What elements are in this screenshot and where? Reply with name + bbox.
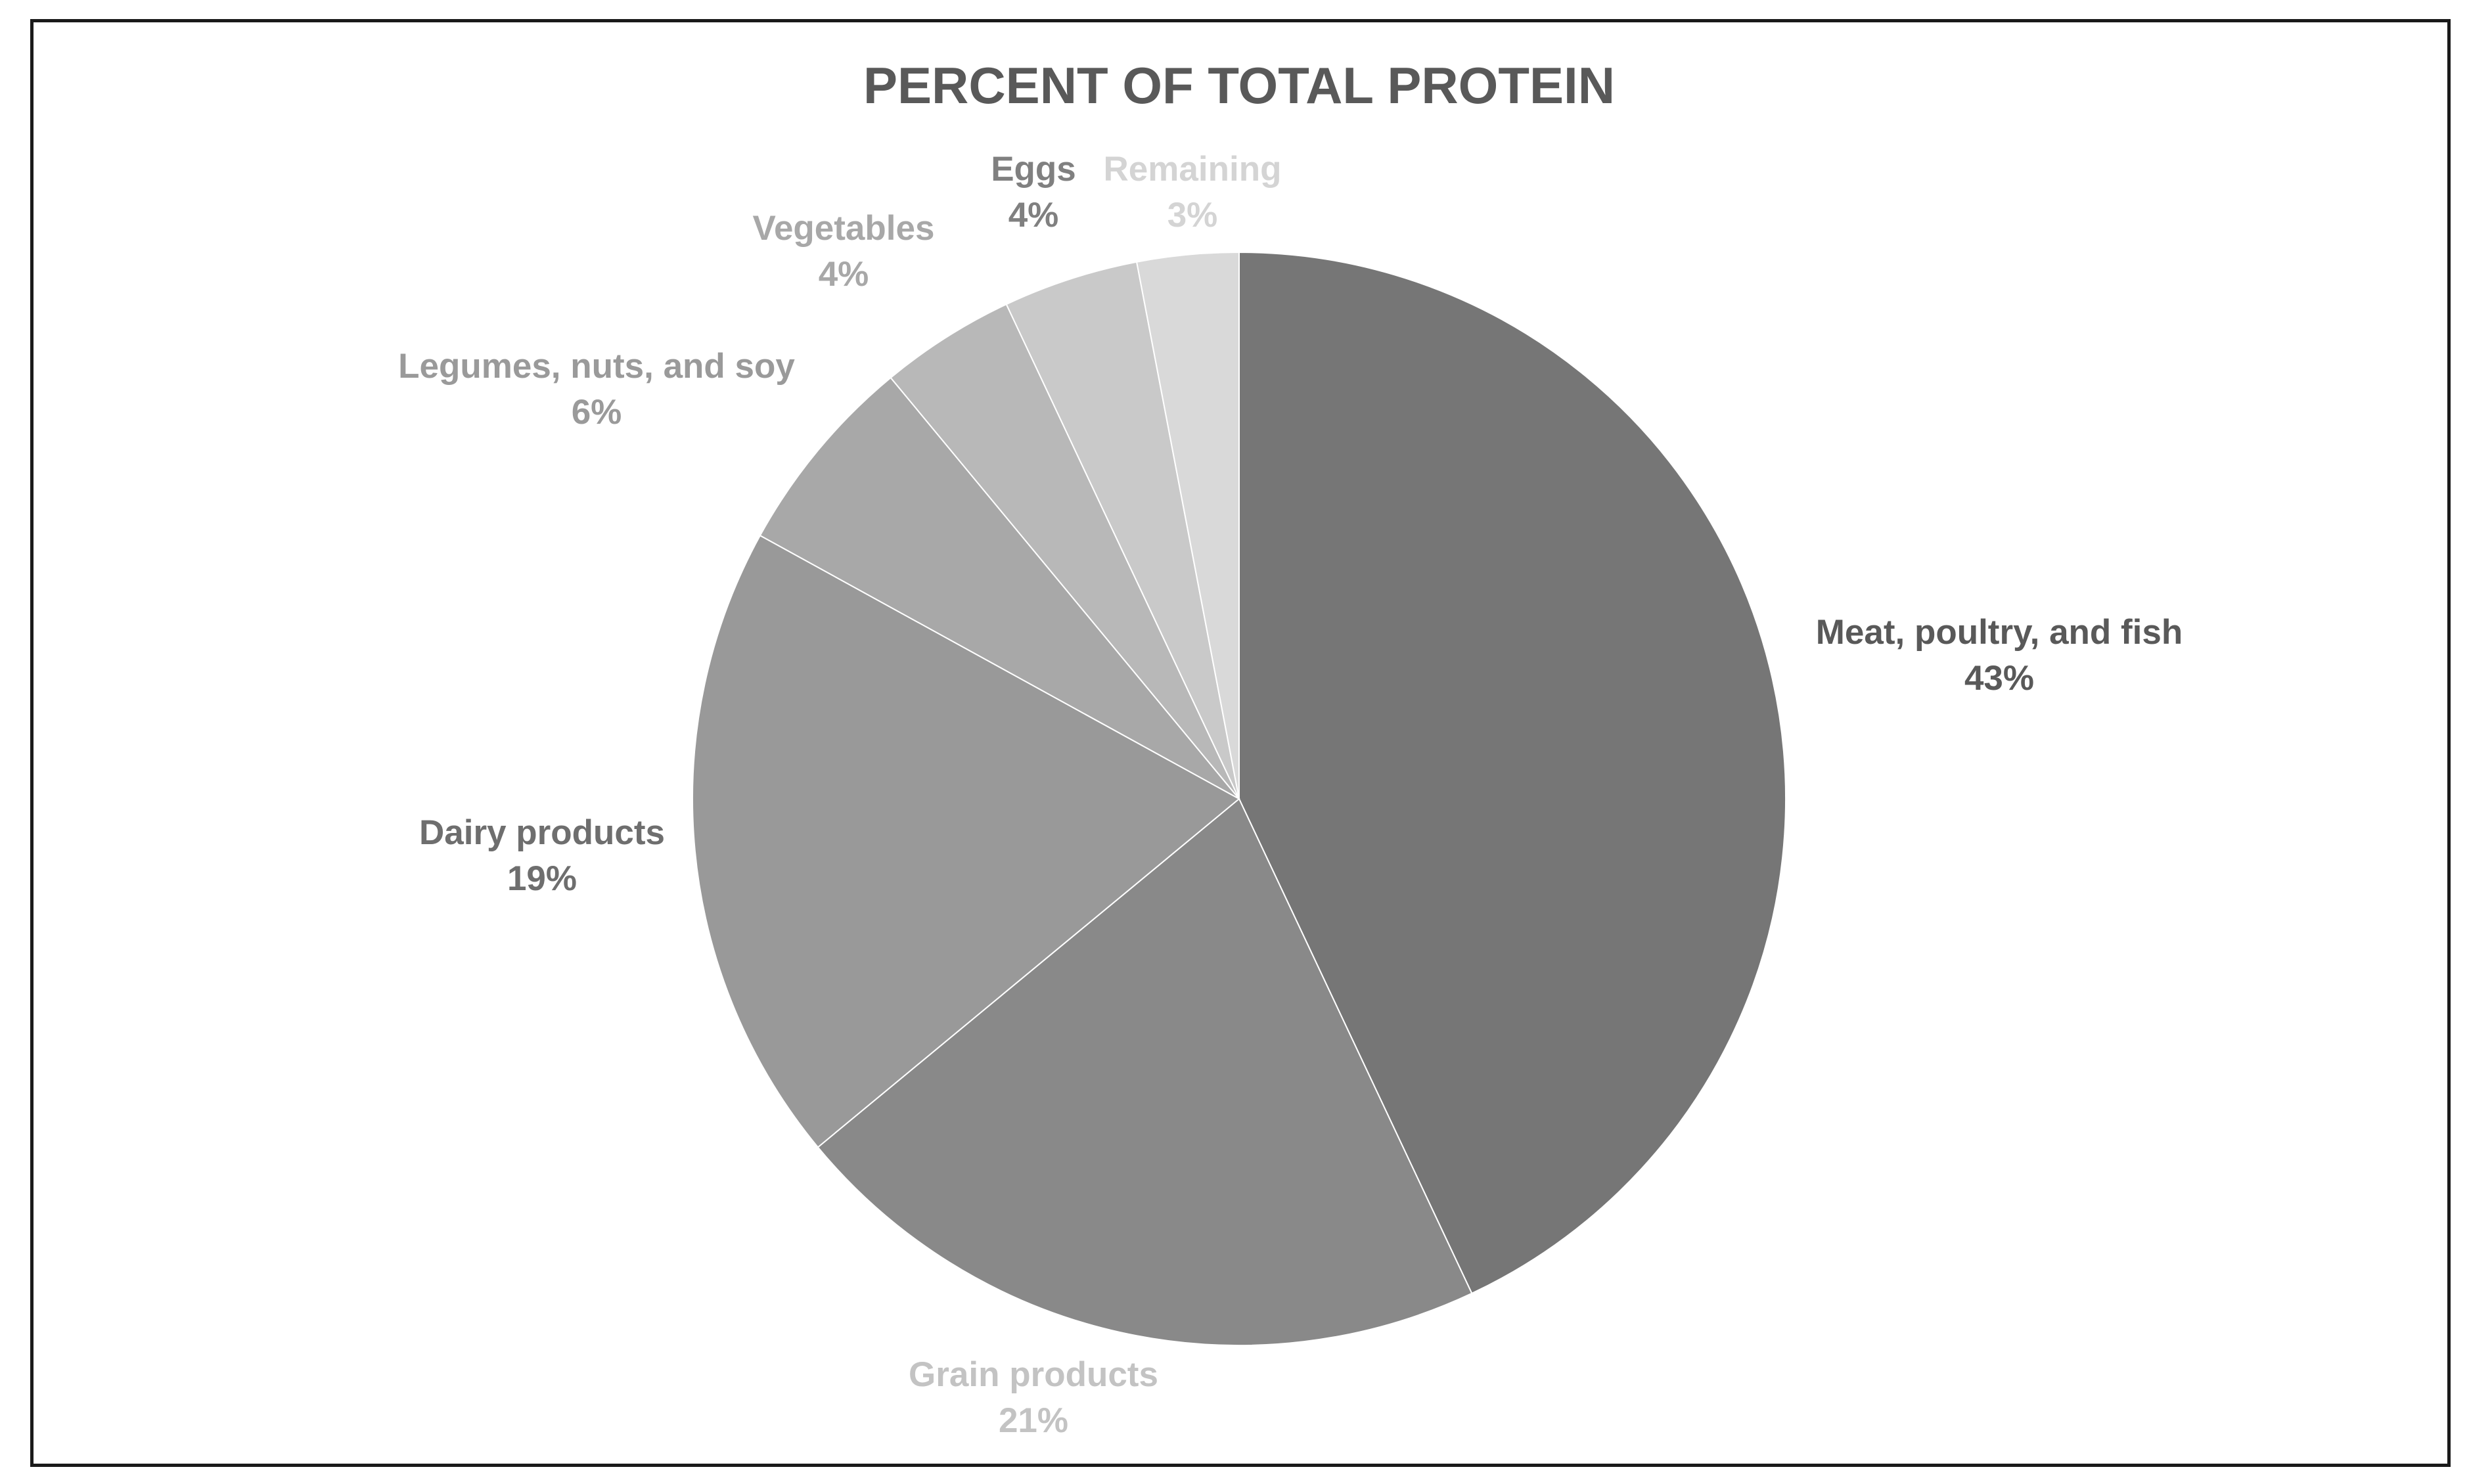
slice-label-grain-products: Grain products [909,1355,1158,1394]
pie-slices [692,251,1786,1346]
pie-slice-eggs [1005,261,1240,799]
pie-slice-remaining [1135,251,1240,799]
slice-percent-dairy-products: 19% [507,859,577,898]
pie-slice-dairy-products [692,534,1240,1148]
slice-label-meat-poultry-and-fish: Meat, poultry, and fish [1816,613,2183,652]
pie-slice-grain-products [817,798,1473,1346]
slice-percent-eggs: 4% [1008,196,1059,235]
slice-label-remaining: Remaining [1104,150,1282,189]
pie-labels: Meat, poultry, and fish 43% Grain products… [398,150,2183,1440]
pie-slice-meat-poultry-and-fish [1238,251,1786,1295]
slice-percent-vegetables: 4% [819,255,869,294]
slice-label-eggs: Eggs [991,150,1076,189]
slice-percent-grain-products: 21% [999,1401,1068,1440]
slice-label-vegetables: Vegetables [753,209,935,248]
slice-percent-meat-poultry-and-fish: 43% [1964,659,2034,698]
slice-percent-legumes-nuts-and-soy: 6% [572,393,622,432]
pie-slice-legumes-nuts-and-soy [759,376,1240,799]
pie-slice-vegetables [890,303,1240,799]
slice-percent-remaining: 3% [1167,196,1218,235]
slice-label-dairy-products: Dairy products [419,813,665,852]
chart-title: PERCENT OF TOTAL PROTEIN [863,56,1615,114]
slice-label-legumes-nuts-and-soy: Legumes, nuts, and soy [398,347,795,386]
